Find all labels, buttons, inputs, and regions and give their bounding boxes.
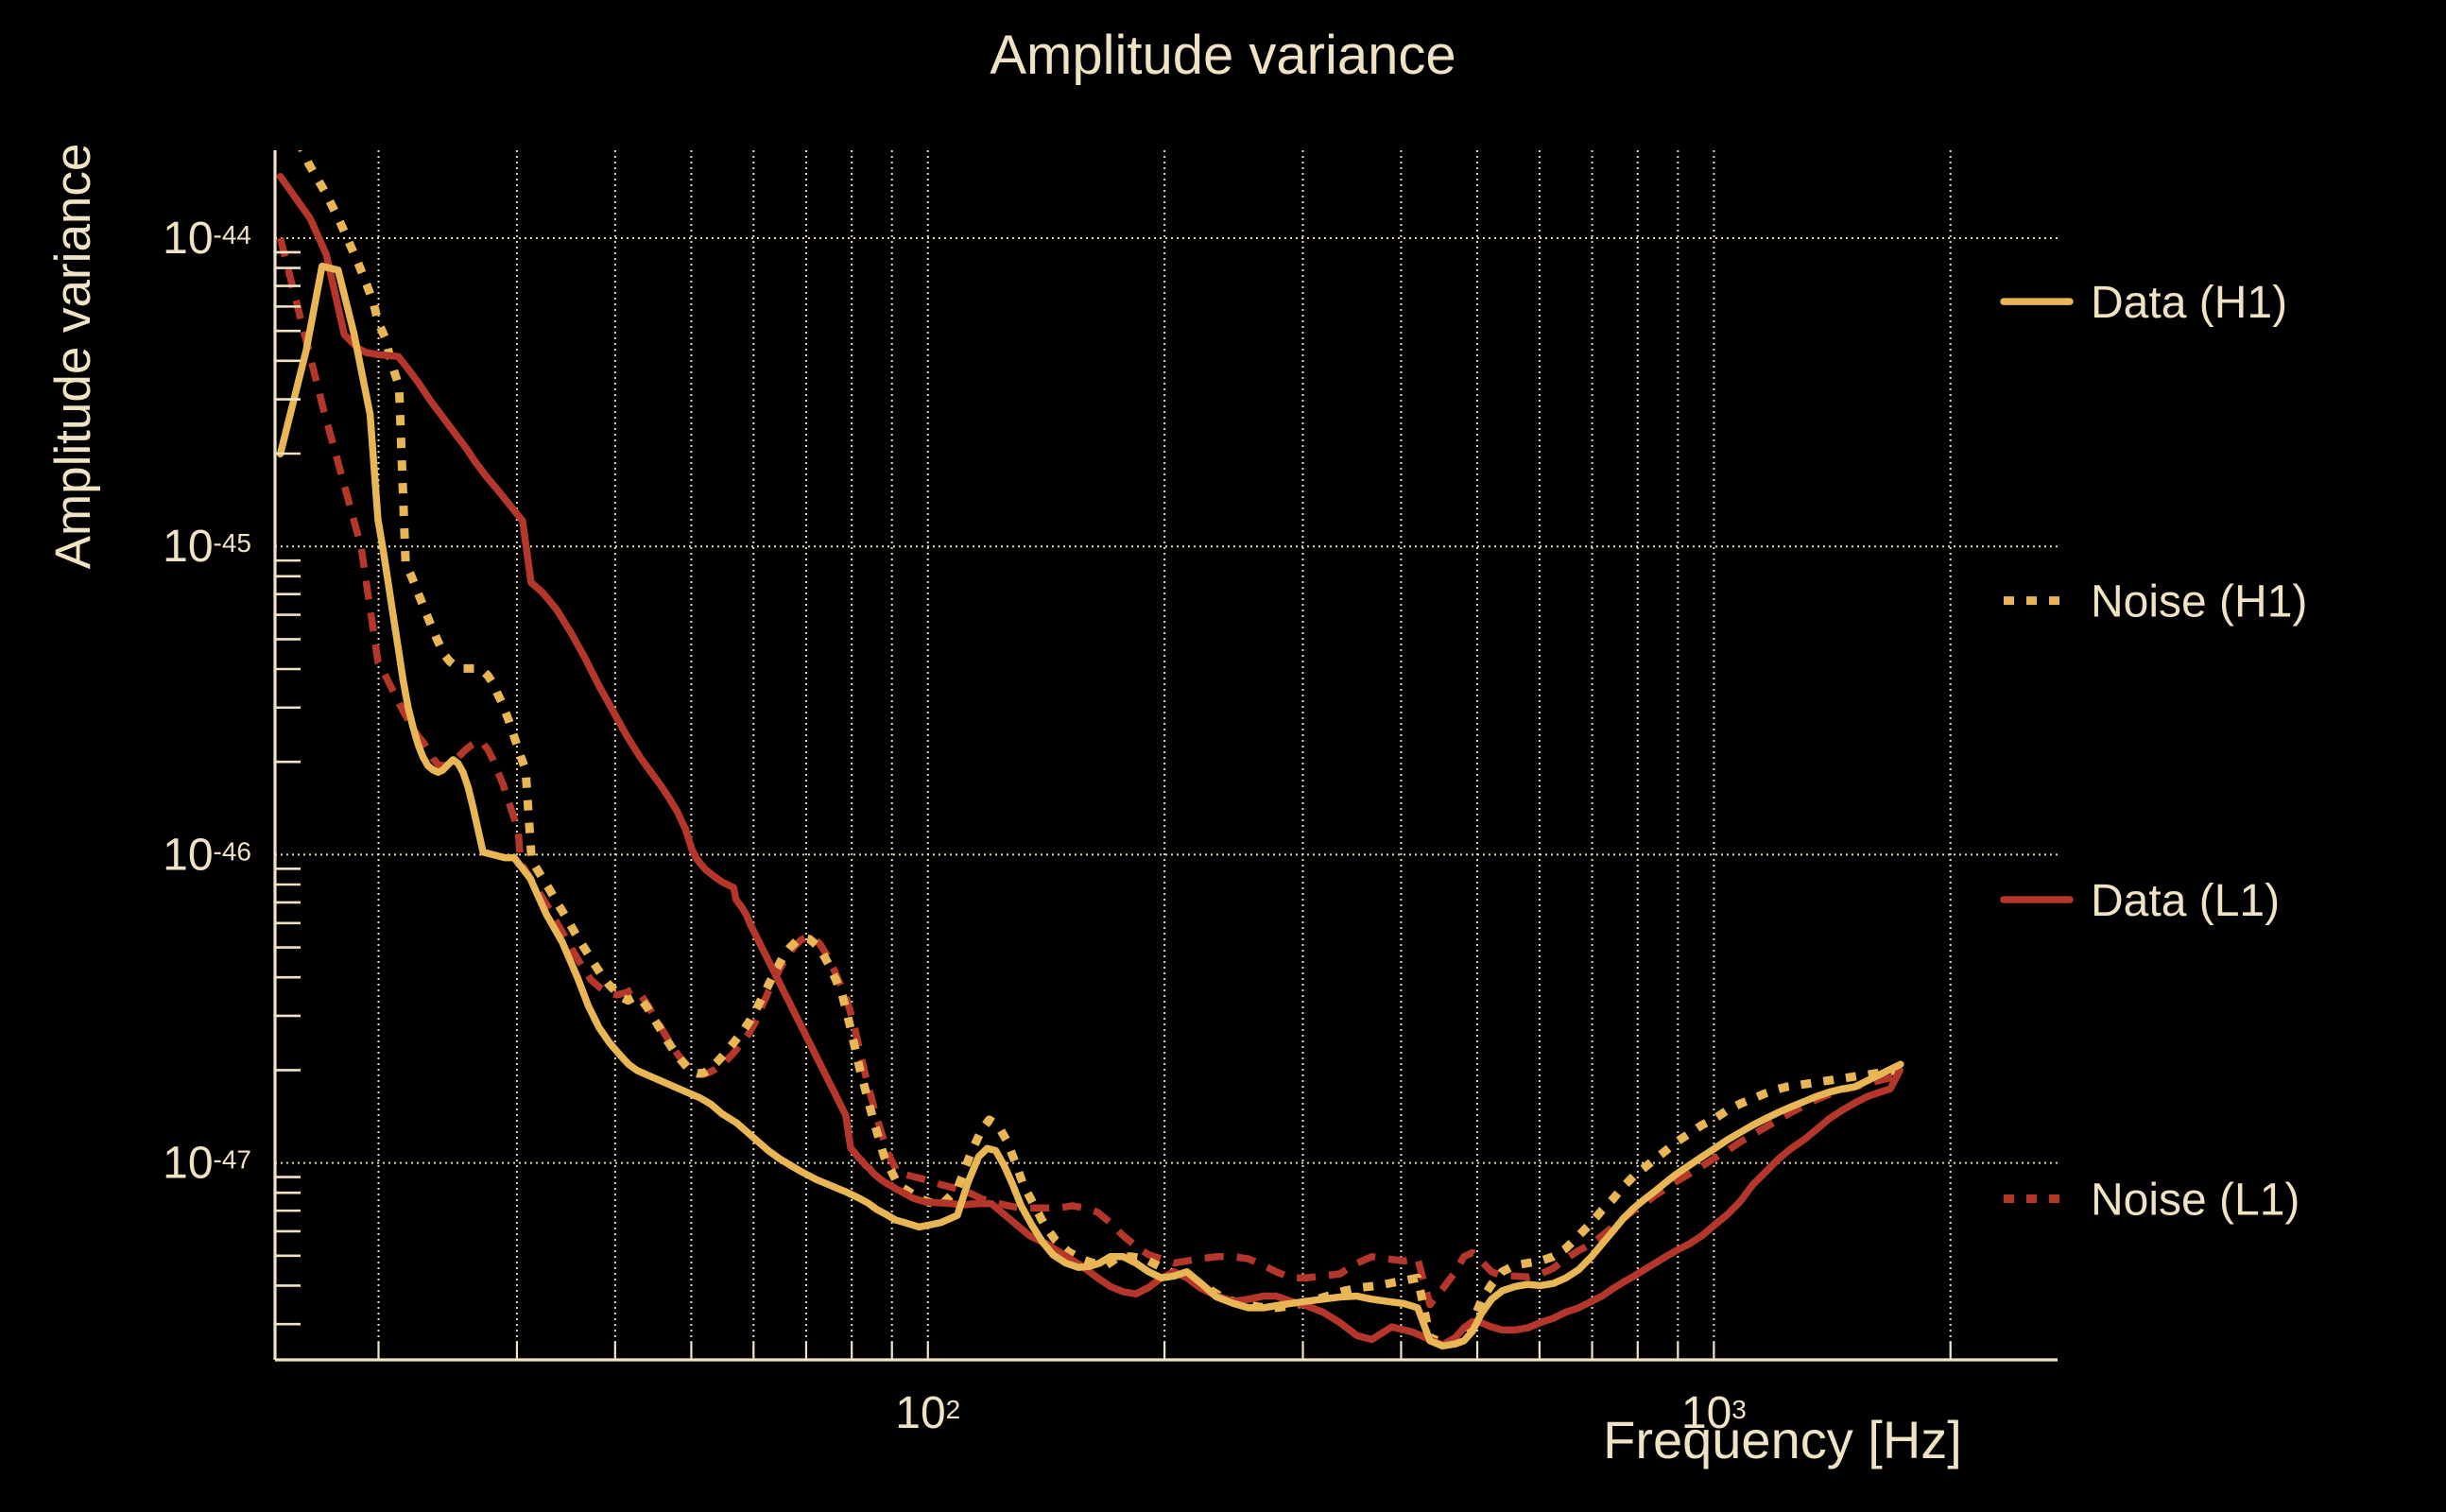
svg-text:Data (L1): Data (L1) xyxy=(2091,876,2280,926)
svg-text:Noise (H1): Noise (H1) xyxy=(2091,577,2307,627)
svg-text:Amplitude variance: Amplitude variance xyxy=(45,144,101,570)
svg-text:Data (H1): Data (H1) xyxy=(2091,278,2287,328)
svg-text:Amplitude variance: Amplitude variance xyxy=(990,25,1456,86)
svg-text:Noise (L1): Noise (L1) xyxy=(2091,1176,2300,1226)
svg-text:Frequency [Hz]: Frequency [Hz] xyxy=(1603,1410,1962,1469)
